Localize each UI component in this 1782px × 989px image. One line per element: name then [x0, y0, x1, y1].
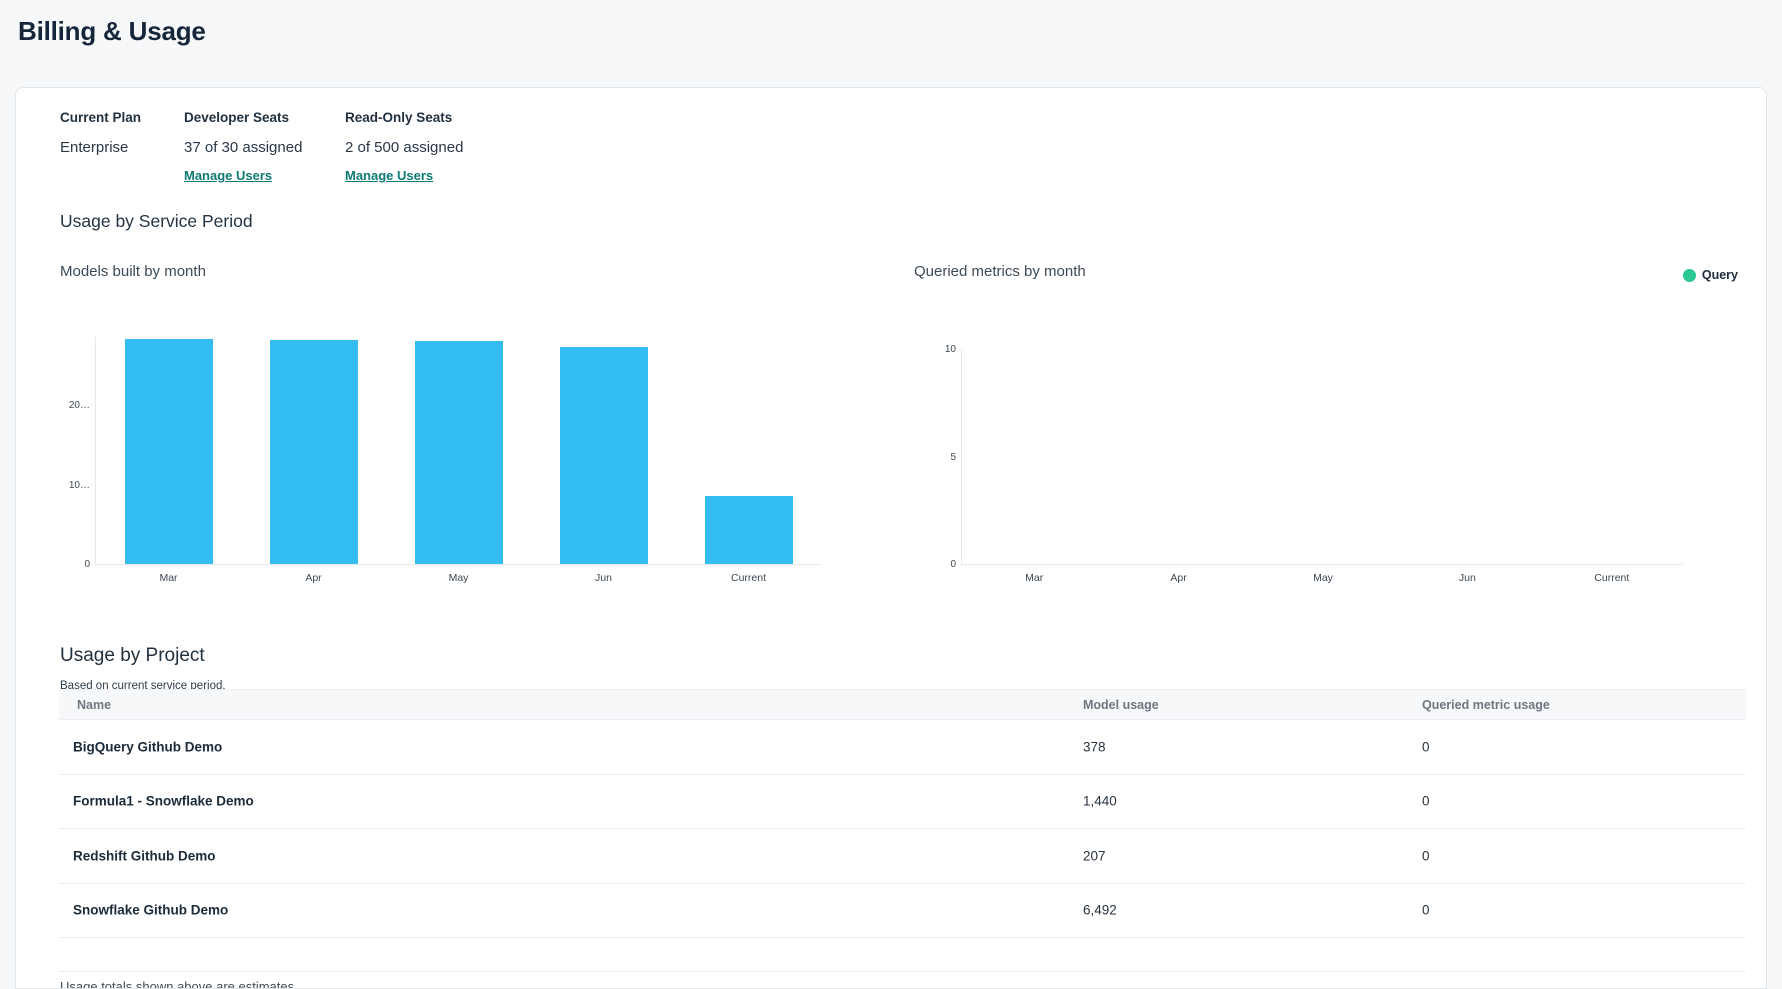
table-row: Snowflake Github Demo 6,492 0 [59, 884, 1746, 938]
readonly-seats-label: Read-Only Seats [345, 110, 453, 125]
x-axis-tick-label: Apr [1170, 572, 1187, 584]
usage-footnote: Usage totals shown above are estimates. [60, 979, 298, 989]
bar-jun [559, 347, 648, 564]
project-name-cell: Snowflake Github Demo [73, 902, 229, 918]
project-name-cell: Formula1 - Snowflake Demo [73, 793, 254, 809]
project-name-cell: Redshift Github Demo [73, 848, 216, 864]
models-built-chart: 0 10… 20… Mar Apr May Jun Current [69, 337, 820, 584]
table-empty-row [59, 938, 1746, 972]
queried-metric-usage-cell: 0 [1422, 739, 1430, 755]
table-row: Formula1 - Snowflake Demo 1,440 0 [59, 775, 1746, 829]
y-axis-tick-label: 10… [68, 479, 90, 491]
bar-apr [269, 339, 358, 564]
manage-users-link-developer[interactable]: Manage Users [184, 168, 273, 183]
usage-section-title: Usage by Service Period [60, 211, 253, 231]
model-usage-cell: 378 [1083, 739, 1106, 755]
x-axis-tick-label: Mar [159, 572, 178, 584]
queried-metric-usage-cell: 0 [1422, 902, 1430, 918]
bar-mar [124, 339, 213, 564]
x-axis-tick-label: Jun [1458, 572, 1476, 584]
x-axis-tick-label: Jun [595, 572, 612, 584]
model-usage-cell: 1,440 [1083, 793, 1117, 809]
y-axis-tick-label: 0 [84, 559, 90, 570]
x-axis-tick-label: Mar [1025, 572, 1044, 584]
usage-by-project-table: Name Model usage Queried metric usage Bi… [59, 689, 1746, 972]
column-header-model-usage: Model usage [1083, 698, 1159, 712]
readonly-seats-value: 2 of 500 assigned [345, 139, 464, 156]
developer-seats-label: Developer Seats [184, 110, 290, 125]
x-axis-tick-label: Current [1594, 572, 1630, 584]
y-axis-tick-label: 20… [68, 400, 90, 412]
models-chart-title: Models built by month [60, 263, 206, 280]
x-axis-tick-label: May [1313, 572, 1333, 584]
table-row: Redshift Github Demo 207 0 [59, 829, 1746, 884]
queried-metrics-chart: 0 5 10 Mar Apr May Jun Current [945, 344, 1683, 584]
billing-card: Current Plan Enterprise Developer Seats … [15, 87, 1767, 989]
projects-section-title: Usage by Project [60, 645, 205, 666]
queried-metric-usage-cell: 0 [1422, 848, 1430, 864]
x-axis-tick-label: May [448, 572, 469, 584]
current-plan-value: Enterprise [60, 139, 129, 156]
manage-users-link-readonly[interactable]: Manage Users [345, 168, 434, 183]
current-plan-label: Current Plan [60, 110, 142, 125]
table-row: BigQuery Github Demo 378 0 [59, 720, 1746, 775]
y-axis-tick-label: 10 [944, 344, 956, 355]
y-axis-tick-label: 5 [950, 451, 956, 463]
x-axis-tick-label: Apr [305, 572, 322, 584]
queried-metric-usage-cell: 0 [1422, 793, 1430, 809]
column-header-name: Name [77, 698, 112, 712]
x-axis-tick-label: Current [730, 572, 767, 584]
page-title: Billing & Usage [18, 16, 206, 46]
table-body: BigQuery Github Demo 378 0 Formula1 - Snowf… [59, 720, 1746, 938]
query-legend: Query [1682, 268, 1738, 282]
column-header-queried-metric-usage: Queried metric usage [1422, 698, 1550, 712]
developer-seats-value: 37 of 30 assigned [184, 139, 303, 156]
query-legend-dot-icon [1682, 268, 1696, 282]
query-legend-label: Query [1701, 268, 1738, 282]
bar-current [704, 495, 793, 564]
model-usage-cell: 207 [1083, 848, 1106, 864]
bar-may [414, 340, 503, 564]
y-axis-tick-label: 0 [950, 559, 956, 570]
table-header-row: Name Model usage Queried metric usage [59, 689, 1746, 720]
project-name-cell: BigQuery Github Demo [73, 739, 223, 755]
queried-chart-title: Queried metrics by month [914, 263, 1086, 280]
model-usage-cell: 6,492 [1083, 902, 1117, 918]
